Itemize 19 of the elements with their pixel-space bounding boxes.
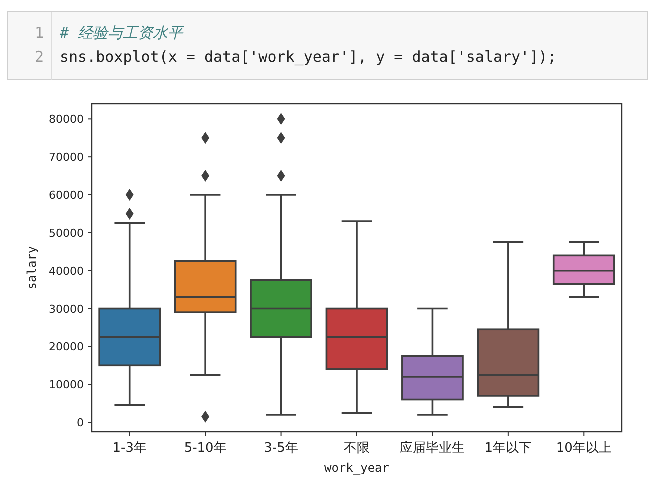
y-tick-label: 70000 [49, 151, 84, 164]
y-tick-label: 50000 [49, 226, 84, 240]
y-axis-title: salary [25, 246, 39, 290]
x-tick-label: 1年以下 [484, 441, 532, 456]
x-tick-label: 5-10年 [184, 441, 227, 456]
x-tick-label: 3-5年 [264, 441, 298, 456]
x-tick-label: 1-3年 [112, 441, 147, 456]
y-tick-label: 60000 [49, 189, 84, 202]
x-tick-label: 10年以上 [556, 441, 612, 456]
x-axis-title: work_year [324, 461, 390, 475]
y-tick-label: 20000 [49, 340, 84, 354]
x-tick-label: 应届毕业生 [400, 440, 466, 456]
y-tick-label: 40000 [49, 264, 84, 278]
y-tick-label: 0 [77, 416, 84, 430]
y-tick-label: 80000 [49, 113, 84, 126]
x-tick-label: 不限 [344, 441, 370, 456]
y-tick-label: 30000 [49, 302, 84, 316]
y-tick-label: 10000 [49, 378, 84, 392]
code-cell: 1 # 经验与工资水平 2 sns.boxplot(x = data['work_year'], y = data['salary']); [8, 12, 648, 80]
